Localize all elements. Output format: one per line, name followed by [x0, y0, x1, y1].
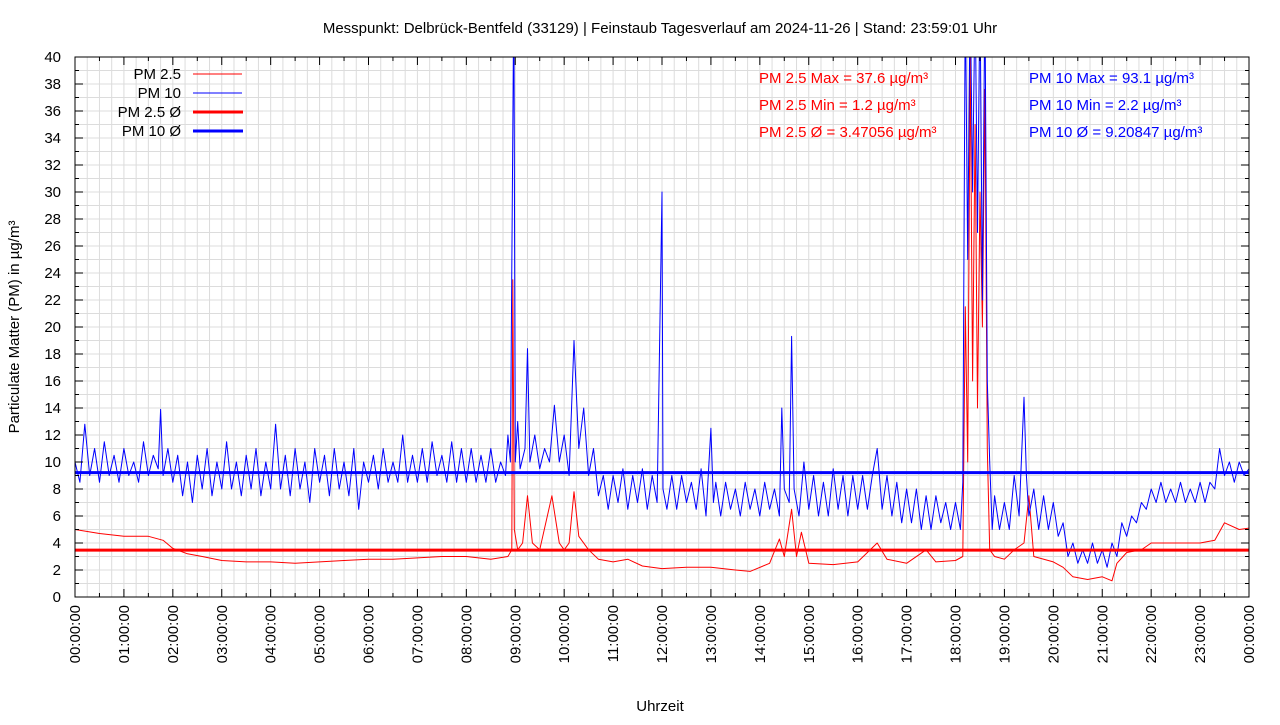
x-tick-label: 03:00:00	[214, 605, 231, 663]
x-tick-label: 05:00:00	[312, 605, 329, 663]
data-lines	[75, 57, 1249, 582]
pm10-max-label: PM 10 Max = 93.1 µg/m³	[1029, 70, 1194, 87]
x-tick-label: 00:00:00	[1241, 605, 1258, 663]
x-tick-label: 11:00:00	[605, 605, 622, 662]
x-tick-label: 12:00:00	[654, 605, 671, 663]
x-tick-label: 18:00:00	[948, 605, 965, 663]
y-tick-label: 30	[44, 184, 61, 201]
y-tick-label: 22	[44, 292, 61, 309]
series-line-pm25	[75, 57, 1249, 582]
legend: PM 2.5 PM 10 PM 2.5 Ø PM 10 Ø	[118, 66, 243, 140]
x-tick-label: 23:00:00	[1192, 605, 1209, 663]
x-tick-label: 13:00:00	[703, 605, 720, 663]
pm25-avg-label: PM 2.5 Ø = 3.47056 µg/m³	[759, 124, 936, 141]
x-tick-label: 02:00:00	[165, 605, 182, 663]
x-tick-label: 04:00:00	[263, 605, 280, 663]
y-tick-label: 24	[44, 265, 61, 282]
y-tick-label: 12	[44, 427, 61, 444]
x-tick-label: 08:00:00	[458, 605, 475, 663]
x-tick-label: 14:00:00	[752, 605, 769, 663]
y-tick-label: 34	[44, 130, 61, 147]
y-axis-label: Particulate Matter (PM) in µg/m³	[6, 221, 23, 434]
y-tick-label: 26	[44, 238, 61, 255]
y-tick-label: 20	[44, 319, 61, 336]
y-tick-label: 0	[53, 589, 61, 606]
y-tick-label: 4	[53, 535, 61, 552]
x-tick-label: 15:00:00	[801, 605, 818, 663]
y-tick-label: 18	[44, 346, 61, 363]
y-tick-label: 10	[44, 454, 61, 471]
x-tick-label: 16:00:00	[850, 605, 867, 663]
pm25-max-label: PM 2.5 Max = 37.6 µg/m³	[759, 70, 928, 87]
x-tick-label: 22:00:00	[1143, 605, 1160, 663]
y-tick-label: 14	[44, 400, 61, 417]
pm25-min-label: PM 2.5 Min = 1.2 µg/m³	[759, 97, 916, 114]
x-axis-label: Uhrzeit	[636, 698, 684, 715]
y-tick-label: 32	[44, 157, 61, 174]
y-tick-label: 6	[53, 508, 61, 525]
legend-label-pm10: PM 10	[138, 85, 181, 102]
x-tick-label: 19:00:00	[996, 605, 1013, 663]
pm10-min-label: PM 10 Min = 2.2 µg/m³	[1029, 97, 1181, 114]
legend-label-pm10-avg: PM 10 Ø	[122, 123, 182, 140]
y-tick-label: 38	[44, 76, 61, 93]
y-tick-label: 16	[44, 373, 61, 390]
x-tick-label: 06:00:00	[361, 605, 378, 663]
x-tick-label: 07:00:00	[409, 605, 426, 663]
x-tick-label: 10:00:00	[556, 605, 573, 663]
chart-title: Messpunkt: Delbrück-Bentfeld (33129) | F…	[323, 20, 997, 37]
y-tick-label: 40	[44, 49, 61, 66]
x-tick-label: 00:00:00	[67, 605, 84, 663]
series-line-pm10	[75, 57, 1249, 568]
pm10-avg-label: PM 10 Ø = 9.20847 µg/m³	[1029, 124, 1202, 141]
x-tick-label: 09:00:00	[507, 605, 524, 663]
x-tick-label: 01:00:00	[116, 605, 133, 663]
stats-annotations: PM 2.5 Max = 37.6 µg/m³ PM 2.5 Min = 1.2…	[759, 70, 1202, 141]
y-tick-label: 8	[53, 481, 61, 498]
y-tick-label: 2	[53, 562, 61, 579]
y-tick-label: 36	[44, 103, 61, 120]
axis-ticks: 024681012141618202224262830323436384000:…	[44, 49, 1258, 663]
x-tick-label: 20:00:00	[1045, 605, 1062, 663]
x-tick-label: 21:00:00	[1094, 605, 1111, 663]
legend-label-pm25: PM 2.5	[133, 66, 181, 83]
legend-label-pm25-avg: PM 2.5 Ø	[118, 104, 182, 121]
x-tick-label: 17:00:00	[899, 605, 916, 663]
y-tick-label: 28	[44, 211, 61, 228]
